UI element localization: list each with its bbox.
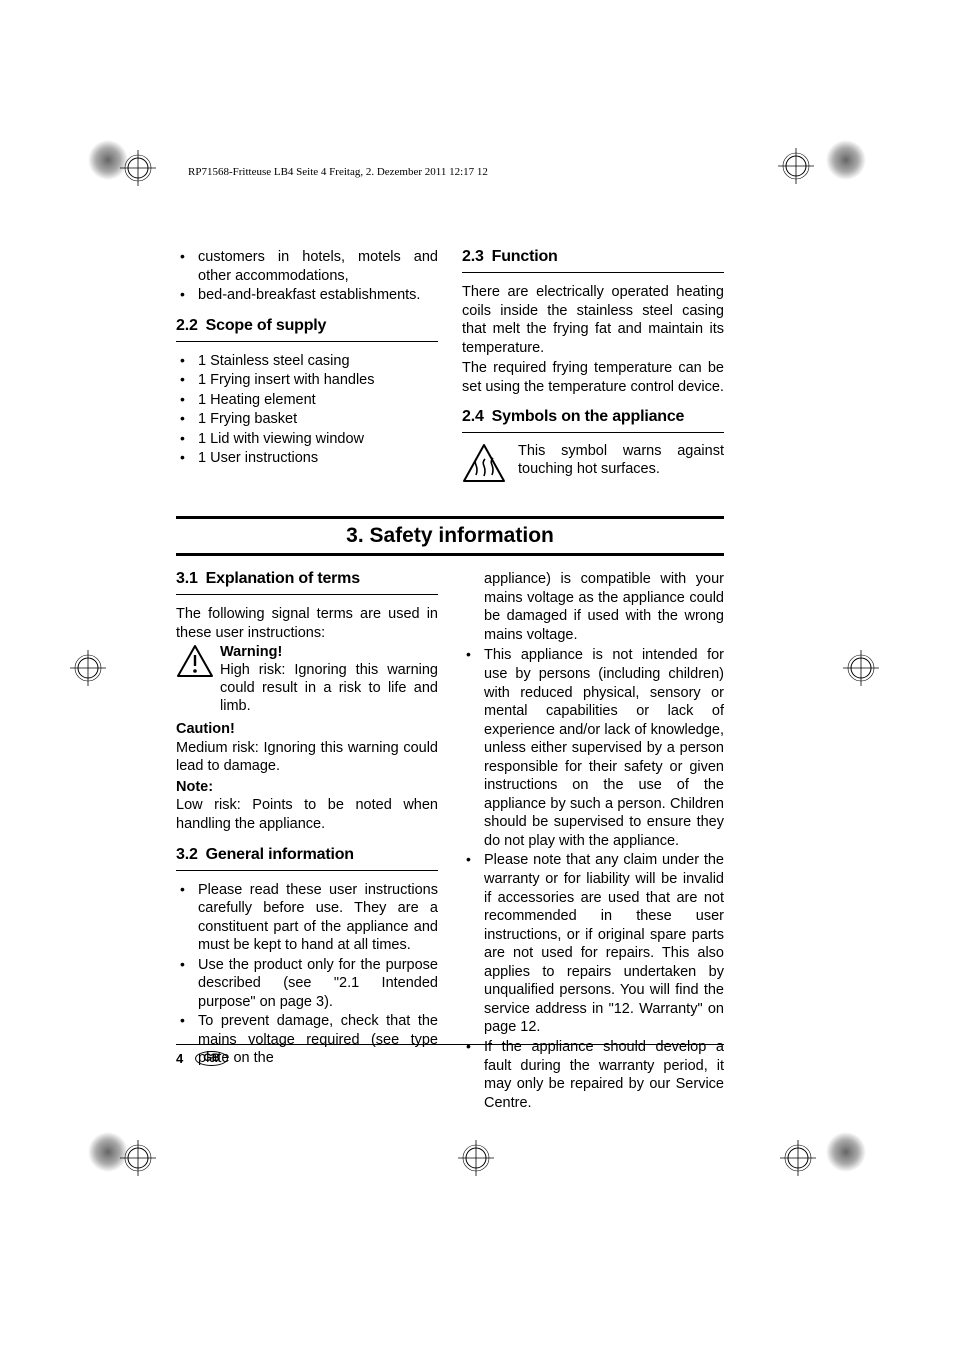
section-3-2-heading: 3.2 General information [176, 846, 438, 864]
section-2-3-heading: 2.3 Function [462, 248, 724, 266]
heading-underline [462, 432, 724, 433]
section-number: 3.2 [176, 846, 198, 863]
bottom-right-column: appliance) is compatible with your mains… [462, 570, 724, 1113]
hot-surface-icon [462, 443, 506, 488]
page-footer: 4 GB [176, 1044, 724, 1066]
list-item: 1 Frying insert with handles [176, 371, 438, 390]
intro-bullet-list: customers in hotels, motels and other ac… [176, 248, 438, 305]
list-item: 1 User instructions [176, 449, 438, 468]
list-item: bed-and-breakfast establishments. [176, 286, 438, 305]
registration-mark-icon [70, 650, 106, 686]
registration-mark-icon [778, 148, 814, 184]
list-item: Please read these user instructions care… [176, 881, 438, 955]
print-header-line: RP71568-Fritteuse LB4 Seite 4 Freitag, 2… [188, 166, 488, 178]
top-right-column: 2.3 Function There are electrically opera… [462, 248, 724, 488]
warning-text-block: Warning! High risk: Ignoring this warnin… [220, 644, 438, 716]
top-columns: customers in hotels, motels and other ac… [176, 248, 724, 488]
footer-row: 4 GB [176, 1051, 724, 1066]
bottom-left-column: 3.1 Explanation of terms The following si… [176, 570, 438, 1113]
note-block: Note: Low risk: Points to be noted when … [176, 778, 438, 834]
content-area: customers in hotels, motels and other ac… [176, 248, 724, 1113]
registration-mark-icon [780, 1140, 816, 1176]
registration-mark-icon [458, 1140, 494, 1176]
heading-underline [176, 594, 438, 595]
section-3-title: 3. Safety information [176, 519, 724, 553]
section-title-text: Scope of supply [206, 317, 327, 334]
general-info-list: Please read these user instructions care… [176, 881, 438, 1068]
bottom-columns: 3.1 Explanation of terms The following si… [176, 570, 724, 1113]
list-item: 1 Frying basket [176, 410, 438, 429]
warning-label: Warning! [220, 644, 282, 660]
note-body: Low risk: Points to be noted when handli… [176, 797, 438, 832]
caution-block: Caution! Medium risk: Ignoring this warn… [176, 720, 438, 776]
section-title-text: Symbols on the appliance [492, 408, 685, 425]
registration-mark-icon [120, 150, 156, 186]
explanation-intro: The following signal terms are used in t… [176, 605, 438, 642]
section-number: 3.1 [176, 570, 198, 587]
section-3-1-heading: 3.1 Explanation of terms [176, 570, 438, 588]
list-item: This appliance is not intended for use b… [462, 646, 724, 850]
section-title-text: Explanation of terms [206, 570, 360, 587]
section-number: 2.4 [462, 408, 484, 425]
section-3-title-bar: 3. Safety information [176, 516, 724, 556]
caution-body: Medium risk: Ignoring this warning could… [176, 740, 438, 775]
country-badge: GB [195, 1051, 228, 1066]
function-paragraph: The required frying temperature can be s… [462, 359, 724, 396]
continuation-text: appliance) is compatible with your mains… [462, 570, 724, 644]
warning-row: Warning! High risk: Ignoring this warnin… [176, 644, 438, 716]
heading-underline [176, 341, 438, 342]
footer-rule [176, 1044, 724, 1045]
list-item: 1 Heating element [176, 391, 438, 410]
list-item: Use the product only for the purpose des… [176, 956, 438, 1012]
list-item: Please note that any claim under the war… [462, 851, 724, 1036]
heading-underline [462, 272, 724, 273]
rule-bottom [176, 553, 724, 556]
warning-triangle-icon [176, 644, 214, 683]
page-number: 4 [176, 1051, 183, 1066]
registration-mark-icon [843, 650, 879, 686]
top-left-column: customers in hotels, motels and other ac… [176, 248, 438, 488]
warning-body: High risk: Ignoring this warning could r… [220, 662, 438, 714]
page-root: RP71568-Fritteuse LB4 Seite 4 Freitag, 2… [0, 0, 954, 1351]
section-2-2-heading: 2.2 Scope of supply [176, 317, 438, 335]
list-item: 1 Lid with viewing window [176, 430, 438, 449]
hot-surface-row: This symbol warns against touching hot s… [462, 443, 724, 488]
section-number: 2.2 [176, 317, 198, 334]
section-number: 2.3 [462, 248, 484, 265]
scope-of-supply-list: 1 Stainless steel casing 1 Frying insert… [176, 352, 438, 468]
note-label: Note: [176, 779, 213, 795]
registration-mark-icon [120, 1140, 156, 1176]
hot-surface-text: This symbol warns against touching hot s… [512, 443, 724, 479]
list-item: 1 Stainless steel casing [176, 352, 438, 371]
section-2-4-heading: 2.4 Symbols on the appliance [462, 408, 724, 426]
heading-underline [176, 870, 438, 871]
corner-blob-icon [824, 138, 868, 182]
caution-label: Caution! [176, 721, 235, 737]
function-paragraph: There are electrically operated heating … [462, 283, 724, 357]
general-info-list-cont: This appliance is not intended for use b… [462, 646, 724, 1112]
section-title-text: General information [206, 846, 354, 863]
list-item: customers in hotels, motels and other ac… [176, 248, 438, 285]
section-title-text: Function [492, 248, 558, 265]
corner-blob-icon [824, 1130, 868, 1174]
